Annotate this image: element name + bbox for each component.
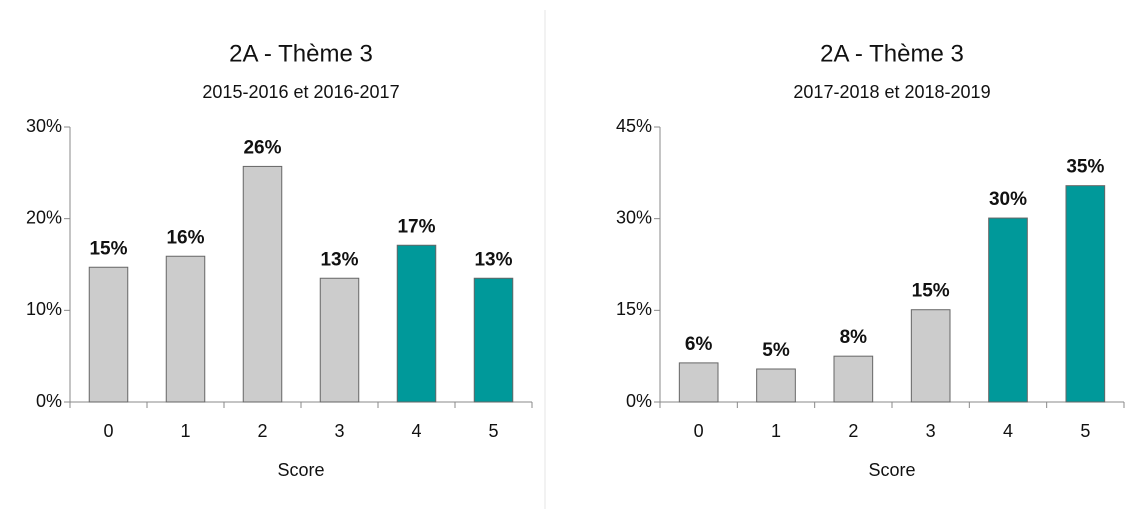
value-label: 16% [166, 227, 204, 248]
chart-subtitle: 2015-2016 et 2016-2017 [202, 82, 399, 102]
y-tick-label: 0% [36, 391, 62, 411]
bar [165, 255, 206, 403]
x-tick-label: 3 [334, 421, 344, 441]
bar [910, 309, 951, 403]
y-tick-label: 0% [626, 391, 652, 411]
x-tick-label: 1 [180, 421, 190, 441]
x-axis-label: Score [277, 460, 324, 480]
value-label: 35% [1066, 157, 1104, 178]
value-label: 15% [912, 281, 950, 302]
x-tick-label: 0 [694, 421, 704, 441]
x-tick-label: 4 [1003, 421, 1013, 441]
chart-title: 2A - Thème 3 [229, 40, 373, 67]
bar [473, 277, 514, 403]
bar [242, 165, 283, 403]
bar [88, 266, 129, 403]
x-tick-label: 3 [926, 421, 936, 441]
y-tick-label: 30% [616, 207, 652, 227]
chart-title: 2A - Thème 3 [820, 40, 964, 67]
value-label: 5% [762, 340, 790, 361]
value-label: 13% [474, 249, 512, 270]
value-label: 6% [685, 334, 713, 355]
value-label: 13% [320, 249, 358, 270]
bar [833, 355, 874, 403]
value-label: 26% [243, 137, 281, 158]
x-axis-label: Score [868, 460, 915, 480]
x-tick-label: 2 [257, 421, 267, 441]
value-label: 17% [397, 216, 435, 237]
y-tick-label: 15% [616, 299, 652, 319]
value-label: 8% [840, 327, 868, 348]
y-tick-label: 20% [26, 207, 62, 227]
y-tick-label: 45% [616, 116, 652, 136]
bar [988, 217, 1028, 403]
y-tick-label: 10% [26, 299, 62, 319]
x-tick-label: 4 [411, 421, 421, 441]
bar [396, 244, 437, 403]
bar [678, 362, 719, 403]
value-label: 30% [989, 189, 1027, 210]
bar [756, 368, 796, 403]
x-tick-label: 1 [771, 421, 781, 441]
bar [319, 277, 360, 403]
y-tick-label: 30% [26, 116, 62, 136]
value-label: 15% [89, 238, 127, 259]
x-tick-label: 5 [488, 421, 498, 441]
bar [1065, 185, 1106, 403]
x-tick-label: 0 [103, 421, 113, 441]
x-tick-label: 2 [848, 421, 858, 441]
x-tick-label: 5 [1080, 421, 1090, 441]
chart-subtitle: 2017-2018 et 2018-2019 [793, 82, 990, 102]
